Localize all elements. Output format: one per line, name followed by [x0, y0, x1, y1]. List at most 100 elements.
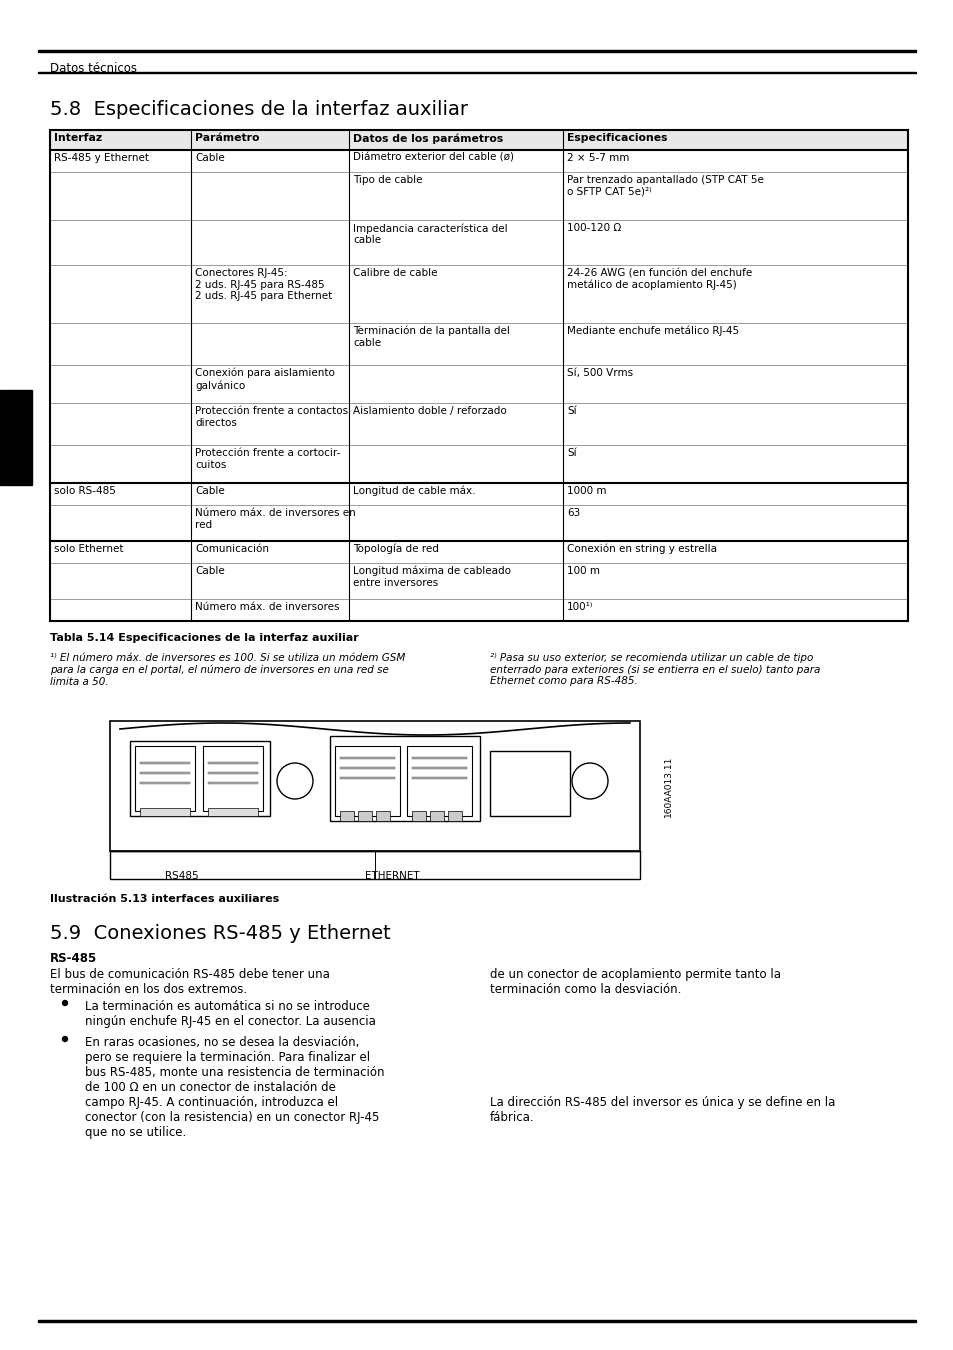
Bar	[50, 130, 191, 150]
Bar	[191, 599, 349, 621]
Text: Longitud máxima de cableado
entre inversores: Longitud máxima de cableado entre invers…	[353, 566, 511, 589]
Text: 100 m: 100 m	[566, 566, 599, 576]
Bar	[562, 563, 907, 599]
Bar	[349, 505, 562, 541]
Text: Aislamiento doble / reforzado: Aislamiento doble / reforzado	[353, 406, 506, 416]
Bar	[339, 776, 395, 779]
Bar	[562, 150, 907, 171]
Text: 100-120 Ω: 100-120 Ω	[566, 223, 620, 234]
Text: El bus de comunicación RS-485 debe tener una
terminación en los dos extremos.: El bus de comunicación RS-485 debe tener…	[50, 968, 330, 996]
Bar	[349, 541, 562, 563]
Bar	[330, 736, 479, 821]
Bar	[191, 404, 349, 446]
Bar	[349, 599, 562, 621]
Circle shape	[276, 763, 313, 799]
Text: Cable: Cable	[194, 153, 225, 163]
Text: Datos técnicos: Datos técnicos	[50, 62, 137, 76]
Circle shape	[572, 763, 607, 799]
Bar	[208, 761, 257, 764]
Bar	[38, 1320, 915, 1322]
Circle shape	[63, 1000, 68, 1006]
Bar	[412, 811, 426, 821]
Bar	[562, 483, 907, 505]
Text: Cable: Cable	[194, 486, 225, 495]
Bar	[562, 364, 907, 404]
Text: ETHERNET: ETHERNET	[365, 871, 419, 882]
Bar	[191, 323, 349, 364]
Bar	[562, 599, 907, 621]
Bar	[430, 811, 443, 821]
Bar	[50, 265, 191, 323]
Bar	[562, 220, 907, 265]
Bar	[191, 483, 349, 505]
Bar	[562, 323, 907, 364]
Bar	[339, 811, 354, 821]
Bar	[50, 323, 191, 364]
Text: Número máx. de inversores en
red: Número máx. de inversores en red	[194, 508, 355, 529]
Bar	[349, 364, 562, 404]
Bar	[562, 265, 907, 323]
Bar	[110, 721, 639, 850]
Bar	[349, 404, 562, 446]
Text: Impedancia característica del
cable: Impedancia característica del cable	[353, 223, 507, 246]
Text: Conexión para aislamiento
galvánico: Conexión para aislamiento galvánico	[194, 369, 335, 390]
Bar	[50, 599, 191, 621]
Bar	[191, 364, 349, 404]
Text: 1000 m: 1000 m	[566, 486, 606, 495]
Bar	[208, 809, 257, 815]
Bar	[412, 767, 467, 770]
Text: Terminación de la pantalla del
cable: Terminación de la pantalla del cable	[353, 325, 509, 348]
Bar	[349, 150, 562, 171]
Text: 63: 63	[566, 508, 579, 518]
Bar	[191, 130, 349, 150]
Text: Parámetro: Parámetro	[194, 134, 259, 143]
Bar	[562, 130, 907, 150]
Text: Protección frente a contactos
directos: Protección frente a contactos directos	[194, 406, 348, 428]
Text: RS-485 y Ethernet: RS-485 y Ethernet	[54, 153, 149, 163]
Bar	[412, 776, 467, 779]
Text: 5.8  Especificaciones de la interfaz auxiliar: 5.8 Especificaciones de la interfaz auxi…	[50, 100, 468, 119]
Bar	[349, 446, 562, 483]
Bar	[0, 390, 32, 485]
Text: Tipo de cable: Tipo de cable	[353, 176, 422, 185]
Bar	[110, 850, 639, 879]
Bar	[140, 771, 190, 774]
Bar	[375, 811, 390, 821]
Text: Conexión en string y estrella: Conexión en string y estrella	[566, 544, 717, 555]
Bar	[349, 171, 562, 220]
Bar	[191, 541, 349, 563]
Bar	[349, 563, 562, 599]
Bar	[140, 809, 190, 815]
Bar	[490, 751, 569, 815]
Bar	[50, 220, 191, 265]
Bar	[191, 265, 349, 323]
Bar	[339, 756, 395, 759]
Bar	[203, 747, 263, 811]
Bar	[50, 171, 191, 220]
Bar	[191, 563, 349, 599]
Bar	[562, 541, 907, 563]
Text: 24-26 AWG (en función del enchufe
metálico de acoplamiento RJ-45): 24-26 AWG (en función del enchufe metáli…	[566, 269, 752, 290]
Bar	[349, 323, 562, 364]
Bar	[339, 767, 395, 770]
Bar	[349, 265, 562, 323]
Text: ²⁾ Pasa su uso exterior, se recomienda utilizar un cable de tipo
enterrado para : ²⁾ Pasa su uso exterior, se recomienda u…	[490, 653, 820, 686]
Bar	[38, 50, 915, 53]
Bar	[50, 505, 191, 541]
Bar	[130, 741, 270, 815]
Text: Diámetro exterior del cable (ø): Diámetro exterior del cable (ø)	[353, 153, 514, 163]
Circle shape	[63, 1037, 68, 1041]
Bar	[38, 72, 915, 73]
Text: Mediante enchufe metálico RJ-45: Mediante enchufe metálico RJ-45	[566, 325, 739, 336]
Bar	[349, 483, 562, 505]
Text: solo RS-485: solo RS-485	[54, 486, 115, 495]
Text: Datos de los parámetros: Datos de los parámetros	[353, 134, 503, 143]
Text: ¹⁾ El número máx. de inversores es 100. Si se utiliza un módem GSM
para la carga: ¹⁾ El número máx. de inversores es 100. …	[50, 653, 405, 687]
Bar	[191, 150, 349, 171]
Text: Calibre de cable: Calibre de cable	[353, 269, 437, 278]
Bar	[50, 541, 191, 563]
Text: Longitud de cable máx.: Longitud de cable máx.	[353, 486, 475, 497]
Bar	[208, 782, 257, 784]
Bar	[562, 404, 907, 446]
Bar	[140, 761, 190, 764]
